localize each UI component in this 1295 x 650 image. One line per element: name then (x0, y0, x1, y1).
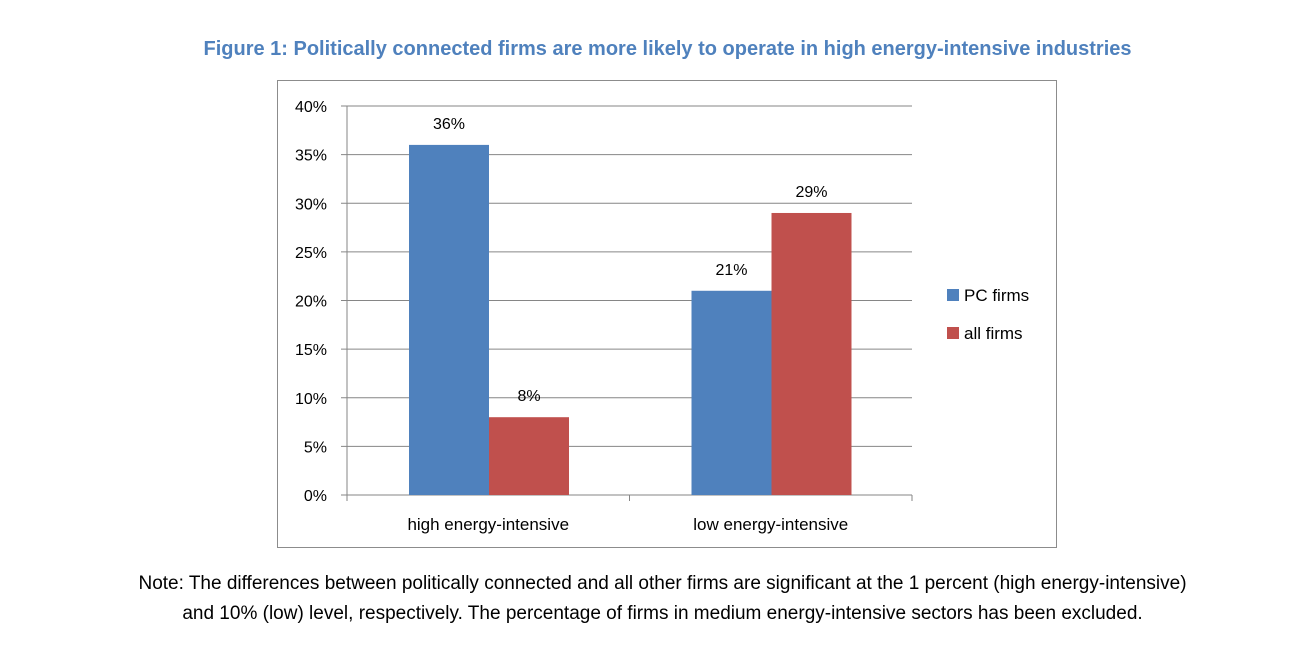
bar-all-firms (771, 212, 852, 495)
legend-label: all firms (964, 324, 1023, 343)
bar-all-firms (489, 417, 569, 495)
y-tick-label: 15% (295, 342, 327, 359)
y-tick-label: 35% (295, 148, 327, 165)
data-label: 21% (715, 262, 747, 279)
bar-pc-firms (691, 290, 772, 495)
data-label: 29% (795, 184, 827, 201)
figure-title: Figure 1: Politically connected firms ar… (203, 38, 1132, 60)
legend-swatch (947, 289, 959, 301)
bar-pc-firms (409, 144, 489, 495)
legend-swatch (947, 327, 959, 339)
x-tick-label: low energy-intensive (693, 515, 848, 534)
y-tick-label: 0% (304, 488, 327, 505)
x-tick-label: high energy-intensive (407, 515, 569, 534)
legend-label: PC firms (964, 286, 1029, 305)
note-line-1: Note: The differences between politicall… (138, 573, 1187, 594)
chart-frame (277, 80, 1057, 548)
y-tick-label: 40% (295, 99, 327, 116)
data-label: 8% (517, 388, 540, 405)
note-line-2: and 10% (low) level, respectively. The p… (182, 603, 1143, 624)
figure-note: Note: The differences between politicall… (30, 569, 1295, 629)
y-tick-label: 5% (304, 439, 327, 456)
y-tick-label: 30% (295, 196, 327, 213)
y-tick-label: 25% (295, 245, 327, 262)
y-tick-label: 10% (295, 391, 327, 408)
data-label: 36% (433, 116, 465, 133)
y-tick-label: 20% (295, 294, 327, 311)
